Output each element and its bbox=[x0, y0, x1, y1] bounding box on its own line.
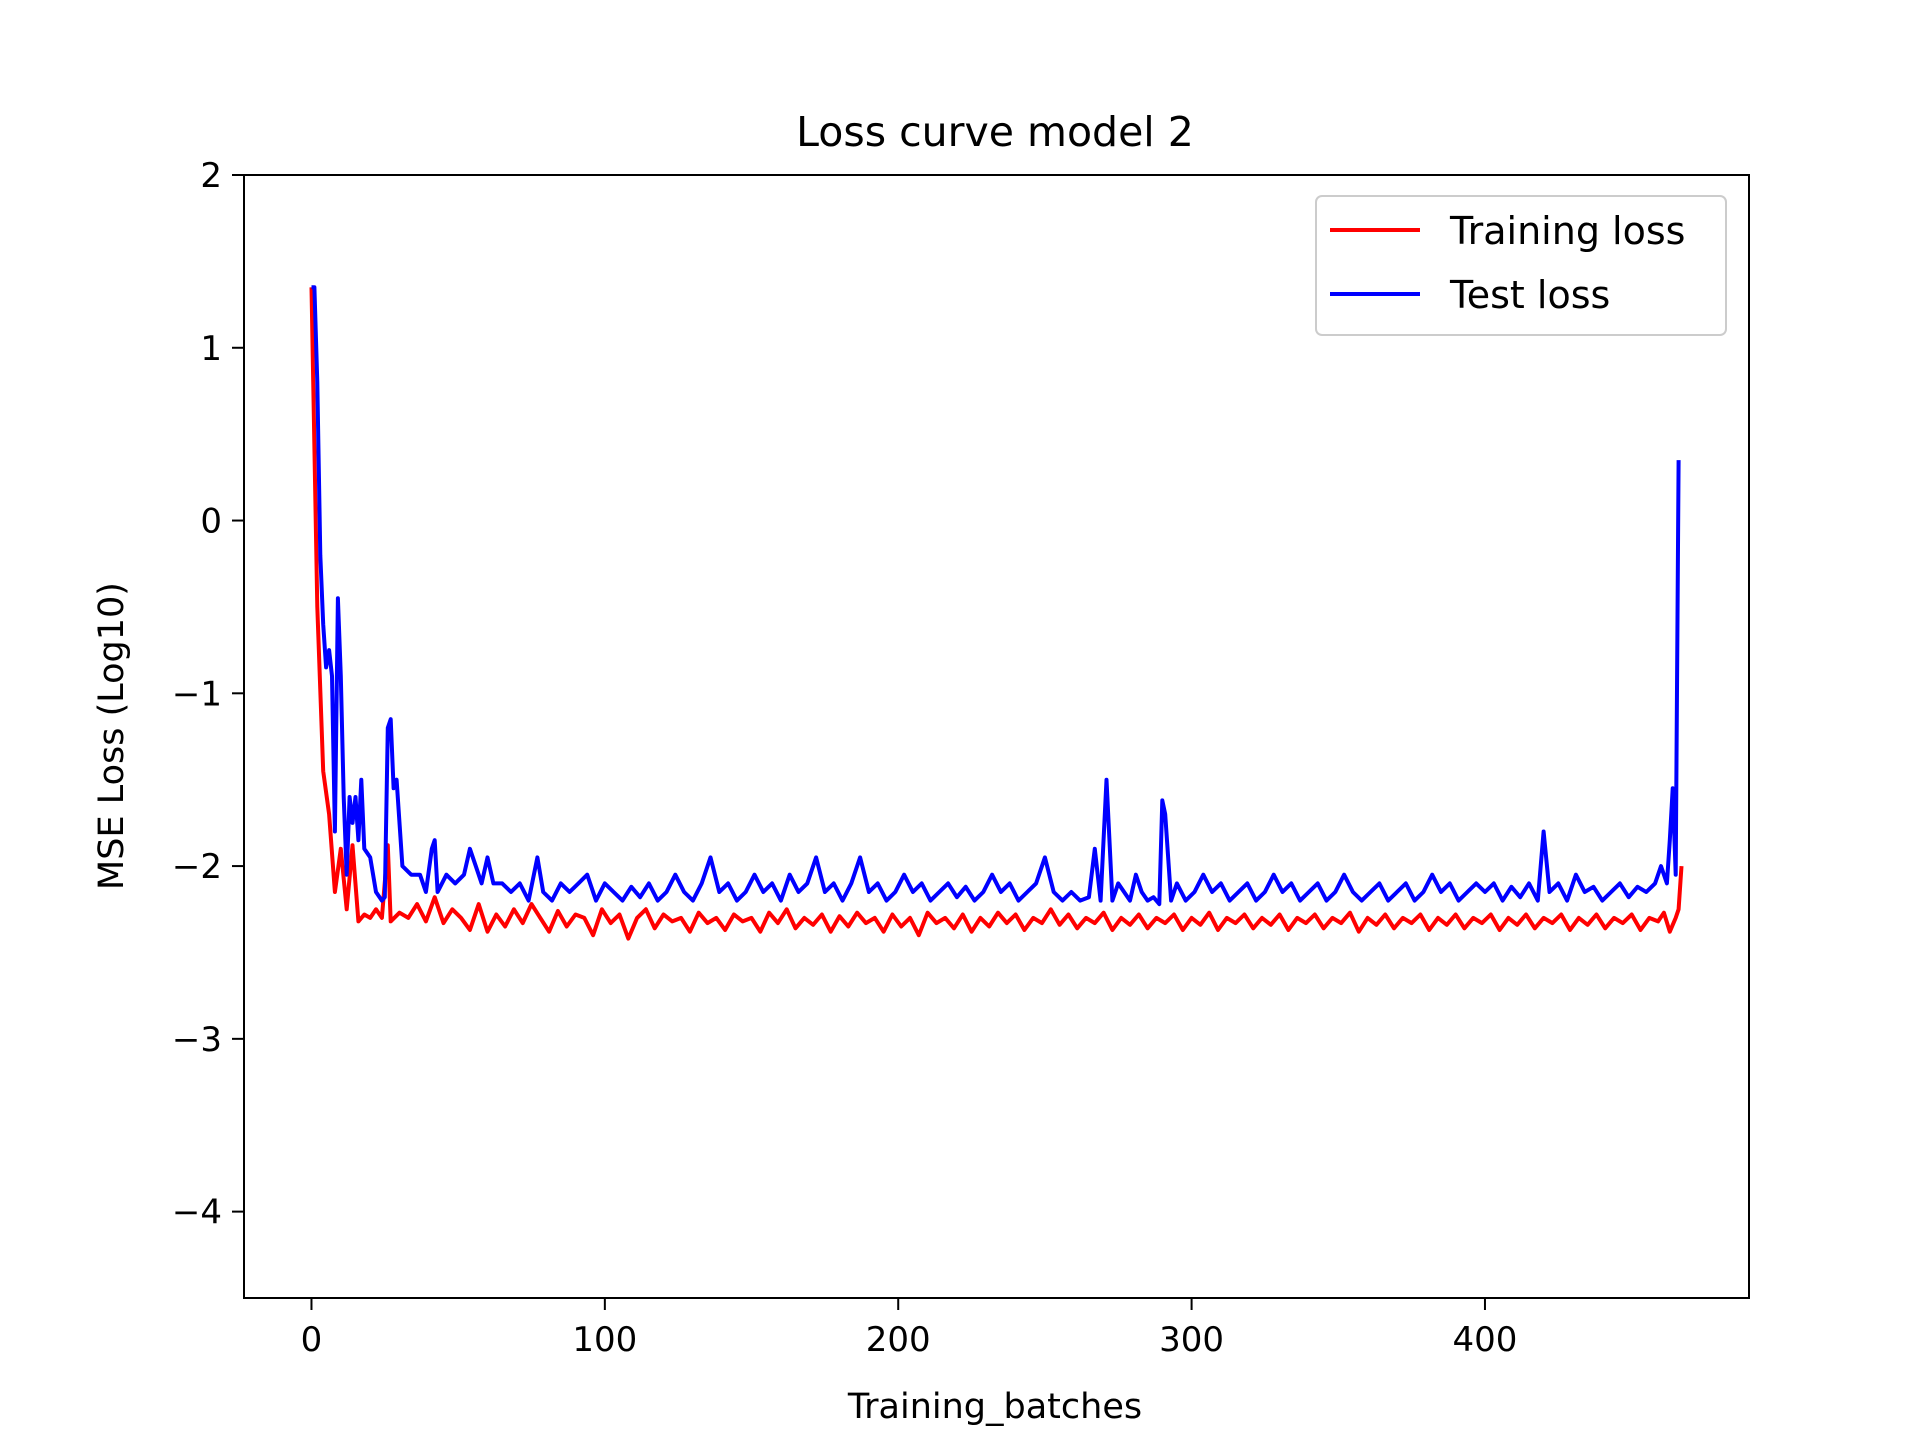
y-tick-label: −3 bbox=[172, 1020, 222, 1060]
chart-title: Loss curve model 2 bbox=[796, 108, 1194, 156]
y-tick-label: −2 bbox=[172, 847, 222, 887]
x-tick-label: 0 bbox=[301, 1320, 323, 1360]
x-axis-ticks: 0 100 200 300 400 bbox=[301, 1298, 1518, 1360]
y-axis-label: MSE Loss (Log10) bbox=[92, 582, 132, 890]
plot-lines bbox=[309, 285, 1684, 941]
legend-label-training-loss: Training loss bbox=[1449, 209, 1685, 253]
x-tick-label: 400 bbox=[1453, 1320, 1518, 1360]
y-axis-ticks: 2 1 0 −1 −2 −3 −4 bbox=[172, 156, 244, 1233]
legend-label-test-loss: Test loss bbox=[1449, 273, 1610, 317]
legend: Training loss Test loss bbox=[1315, 195, 1727, 336]
x-axis-label: Training_batches bbox=[847, 1387, 1142, 1427]
y-tick-label: 2 bbox=[200, 156, 222, 196]
plot-area-frame bbox=[243, 174, 1750, 1299]
x-tick-label: 200 bbox=[866, 1320, 931, 1360]
y-tick-label: −1 bbox=[172, 674, 222, 714]
series-line-training-loss bbox=[309, 287, 1684, 941]
y-tick-label: 0 bbox=[200, 502, 222, 542]
series-line-test-loss bbox=[311, 285, 1681, 907]
x-tick-label: 300 bbox=[1159, 1320, 1224, 1360]
y-tick-label: −4 bbox=[172, 1193, 222, 1233]
y-tick-label: 1 bbox=[200, 329, 222, 369]
x-tick-label: 100 bbox=[572, 1320, 637, 1360]
